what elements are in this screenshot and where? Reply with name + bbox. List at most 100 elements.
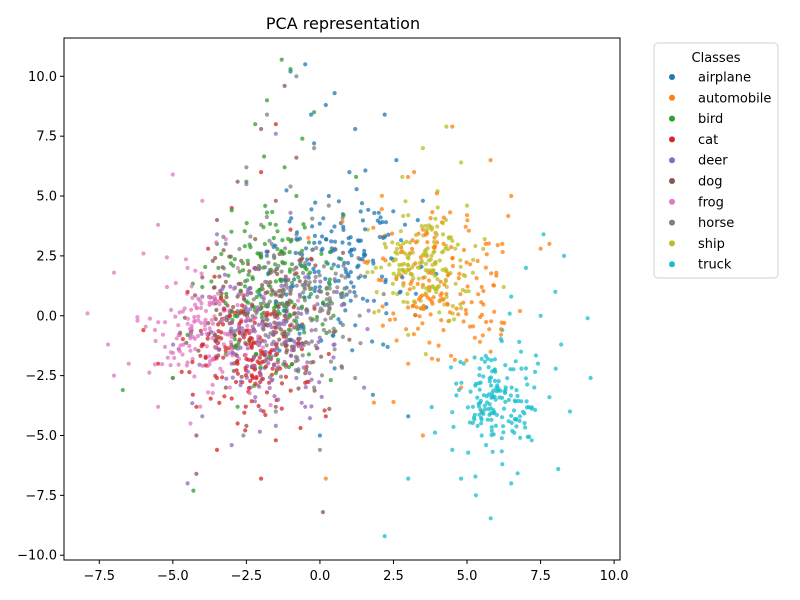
- data-point-dog: [282, 83, 287, 88]
- data-point-dog: [275, 271, 280, 277]
- data-point-dog: [325, 291, 330, 296]
- data-point-deer: [259, 321, 264, 326]
- data-point-airplane: [345, 260, 351, 266]
- data-point-deer: [236, 292, 241, 297]
- data-point-ship: [466, 289, 471, 294]
- data-point-dog: [296, 386, 301, 391]
- data-point-ship: [390, 240, 395, 245]
- data-point-ship: [400, 174, 405, 179]
- data-point-frog: [202, 327, 208, 332]
- data-point-truck: [485, 417, 490, 422]
- data-point-dog: [223, 279, 228, 284]
- data-point-automobile: [461, 300, 466, 305]
- data-point-horse: [264, 214, 269, 220]
- data-point-bird: [242, 244, 247, 249]
- data-point-ship: [440, 267, 445, 272]
- data-point-deer: [257, 265, 262, 271]
- data-point-dog: [273, 404, 278, 409]
- data-point-deer: [208, 329, 213, 334]
- data-point-frog: [235, 303, 240, 308]
- data-point-cat: [288, 388, 293, 393]
- data-point-airplane: [383, 220, 389, 225]
- data-point-dog: [277, 337, 282, 342]
- legend-marker: [669, 178, 675, 184]
- data-point-deer: [334, 289, 339, 295]
- data-point-airplane: [353, 126, 358, 132]
- data-point-horse: [269, 241, 274, 247]
- data-point-bird: [259, 315, 264, 320]
- data-point-truck: [515, 393, 520, 399]
- data-point-airplane: [337, 256, 342, 261]
- data-point-dog: [216, 353, 221, 358]
- data-point-cat: [205, 336, 210, 341]
- data-point-dog: [331, 330, 336, 335]
- data-point-bird: [258, 254, 263, 259]
- data-point-airplane: [402, 222, 408, 227]
- data-point-bird: [262, 241, 267, 247]
- data-point-automobile: [547, 241, 552, 246]
- data-point-deer: [339, 303, 344, 308]
- data-point-airplane: [385, 344, 390, 349]
- data-point-dog: [214, 217, 220, 223]
- data-point-bird: [268, 284, 273, 289]
- data-point-truck: [509, 413, 514, 418]
- data-point-cat: [249, 345, 254, 350]
- data-point-deer: [282, 340, 287, 345]
- data-point-horse: [310, 216, 315, 221]
- data-point-ship: [445, 247, 451, 252]
- data-point-airplane: [307, 262, 312, 267]
- data-point-automobile: [500, 249, 505, 255]
- data-point-automobile: [409, 279, 414, 284]
- data-point-horse: [300, 270, 306, 275]
- data-point-bird: [354, 174, 359, 179]
- data-point-airplane: [356, 263, 361, 268]
- data-point-horse: [340, 322, 345, 328]
- data-point-frog: [193, 346, 198, 352]
- data-point-airplane: [312, 270, 317, 275]
- data-point-bird: [307, 270, 313, 275]
- data-point-truck: [473, 474, 478, 479]
- data-point-frog: [160, 362, 165, 367]
- data-point-automobile: [441, 328, 446, 333]
- x-tick-label: 2.5: [383, 569, 404, 584]
- data-point-deer: [276, 397, 281, 402]
- data-point-frog: [196, 314, 201, 319]
- data-point-deer: [269, 342, 275, 347]
- data-point-dog: [247, 269, 252, 274]
- data-point-bird: [242, 284, 248, 289]
- data-point-cat: [227, 314, 233, 319]
- data-point-bird: [203, 264, 208, 270]
- data-point-airplane: [333, 247, 338, 252]
- data-point-ship: [447, 318, 452, 323]
- data-point-cat: [229, 396, 234, 401]
- data-point-airplane: [363, 168, 368, 173]
- data-point-automobile: [421, 306, 426, 312]
- data-point-truck: [475, 423, 480, 428]
- y-tick-label: −7.5: [25, 489, 57, 504]
- data-point-truck: [514, 388, 519, 393]
- data-point-automobile: [468, 262, 473, 267]
- data-point-cat: [203, 355, 208, 360]
- data-point-bird: [280, 238, 285, 243]
- data-point-deer: [251, 355, 256, 360]
- data-point-truck: [511, 367, 516, 372]
- data-point-deer: [273, 423, 278, 428]
- data-point-automobile: [469, 300, 474, 305]
- data-point-airplane: [323, 276, 328, 281]
- data-point-airplane: [323, 237, 329, 242]
- data-point-horse: [263, 333, 268, 338]
- data-point-ship: [452, 317, 457, 322]
- data-point-ship: [401, 241, 406, 246]
- data-point-automobile: [500, 241, 505, 246]
- data-point-automobile: [465, 284, 470, 289]
- data-point-bird: [276, 357, 281, 362]
- data-point-airplane: [383, 277, 388, 282]
- data-point-horse: [273, 409, 278, 414]
- data-point-frog: [176, 362, 181, 367]
- data-point-deer: [250, 363, 255, 368]
- data-point-horse: [296, 306, 301, 311]
- data-point-truck: [488, 516, 493, 521]
- data-point-truck: [479, 415, 484, 420]
- data-point-truck: [523, 425, 528, 430]
- data-point-deer: [240, 326, 245, 331]
